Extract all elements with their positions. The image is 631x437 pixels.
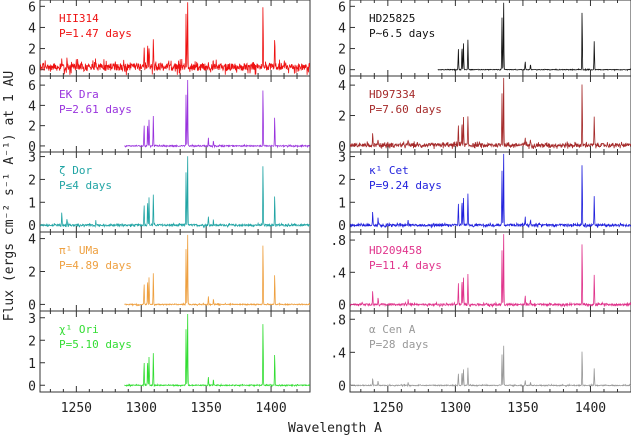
y-tick-label: 2: [338, 110, 346, 125]
period-label: P=5.10 days: [59, 338, 132, 351]
star-name-label: χ¹ Ori: [59, 323, 99, 336]
y-tick-label: 4: [338, 79, 346, 94]
star-name-label: EK Dra: [59, 88, 99, 101]
x-tick-label: 1350: [190, 401, 221, 416]
y-tick-label: 2: [28, 334, 36, 349]
y-tick-label: 4: [28, 233, 36, 248]
y-tick-label: 6: [28, 0, 36, 15]
y-tick-label: 2: [28, 120, 36, 135]
period-label: P=11.4 days: [369, 259, 442, 272]
panel-frame: [349, 310, 631, 393]
period-label: P=1.47 days: [59, 27, 132, 40]
y-tick-label: 0: [338, 219, 346, 234]
y-tick-label: 1: [28, 196, 36, 211]
star-name-label: HD25825: [369, 12, 415, 25]
spectrum-line: [350, 77, 631, 150]
y-tick-label: 3: [28, 312, 36, 327]
y-tick-label: 0: [28, 298, 36, 313]
panel-right-2: 0 1 2 3 κ¹ Cet P=9.24 days: [338, 151, 631, 234]
y-tick-label: 1: [338, 196, 346, 211]
star-name-label: HII314: [59, 12, 99, 25]
spectrum-line: [40, 2, 310, 76]
spectrum-line: [350, 345, 631, 388]
star-name-label: α Cen A: [369, 323, 416, 336]
y-tick-label: 2: [28, 266, 36, 281]
period-label: P=28 days: [369, 338, 429, 351]
spectrum-line: [350, 234, 631, 308]
panel-left-2: 0 1 2 3 ζ Dor P≤4 days: [28, 151, 311, 234]
y-axis-title: Flux (ergs cm⁻² s⁻¹ A⁻¹) at 1 AU: [2, 71, 17, 321]
y-tick-label: .4: [330, 346, 346, 361]
y-tick-label: 4: [28, 99, 36, 114]
y-tick-label: 3: [28, 151, 36, 166]
y-tick-label: 0: [338, 140, 346, 155]
panel-right-4: 0 .4 .8 α Cen A P=28 days: [330, 310, 631, 394]
panel-left-3: 0 2 4 π¹ UMa P=4.89 days: [28, 231, 311, 313]
period-label: P≤4 days: [59, 179, 112, 192]
y-tick-label: 2: [338, 43, 346, 58]
y-tick-label: 4: [28, 21, 36, 36]
y-tick-label: 0: [28, 219, 36, 234]
panel-right-0: 0 2 4 6 HD25825 P∼6.5 days: [338, 0, 631, 79]
y-tick-label: 0: [338, 299, 346, 314]
x-axis-title: Wavelength A: [288, 421, 382, 436]
x-tick-label: 1300: [440, 401, 471, 416]
spectrum-line: [124, 313, 310, 388]
panel-left-1: 0 2 4 6 EK Dra P=2.61 days: [28, 75, 311, 155]
panel-left-0: 0 2 4 6 HII314 P=1.47 days: [28, 0, 311, 79]
spectrum-line: [40, 156, 310, 229]
period-label: P=4.89 days: [59, 259, 132, 272]
star-name-label: π¹ UMa: [59, 244, 99, 257]
y-tick-label: 6: [28, 79, 36, 94]
spectrum-line: [437, 2, 631, 72]
x-tick-label: 1400: [575, 401, 606, 416]
y-tick-label: .8: [330, 313, 346, 328]
y-tick-label: 1: [28, 357, 36, 372]
panel-right-1: 0 2 4 HD97334 P=7.60 days: [338, 75, 631, 155]
y-tick-label: 2: [28, 43, 36, 58]
x-tick-label: 1250: [61, 401, 92, 416]
y-tick-label: 0: [28, 140, 36, 155]
star-name-label: HD97334: [369, 88, 416, 101]
y-tick-label: 0: [28, 379, 36, 394]
panel-frame: [39, 310, 311, 393]
panel-left-4: 0 1 2 3 χ¹ Ori P=5.10 days: [28, 310, 311, 394]
spectrum-line: [124, 234, 310, 307]
star-name-label: HD209458: [369, 244, 422, 257]
y-tick-label: 2: [338, 173, 346, 188]
x-tick-label: 1350: [507, 401, 538, 416]
spectrum-line: [124, 79, 310, 149]
y-tick-label: 0: [28, 64, 36, 79]
period-label: P=7.60 days: [369, 103, 442, 116]
y-tick-label: .4: [330, 266, 346, 281]
spectrum-line: [350, 153, 631, 229]
y-tick-label: 4: [338, 21, 346, 36]
x-tick-label: 1400: [255, 401, 286, 416]
y-tick-label: 6: [338, 0, 346, 15]
y-tick-label: .8: [330, 234, 346, 249]
x-tick-label: 1250: [372, 401, 403, 416]
period-label: P∼6.5 days: [369, 27, 435, 40]
y-tick-label: 2: [28, 173, 36, 188]
y-tick-label: 3: [338, 151, 346, 166]
star-name-label: ζ Dor: [59, 164, 92, 177]
y-tick-label: 0: [338, 379, 346, 394]
star-name-label: κ¹ Cet: [369, 164, 409, 177]
period-label: P=9.24 days: [369, 179, 442, 192]
y-tick-label: 0: [338, 64, 346, 79]
panel-right-3: 0 .4 .8 HD209458 P=11.4 days: [330, 231, 631, 314]
x-tick-label: 1300: [126, 401, 157, 416]
period-label: P=2.61 days: [59, 103, 132, 116]
